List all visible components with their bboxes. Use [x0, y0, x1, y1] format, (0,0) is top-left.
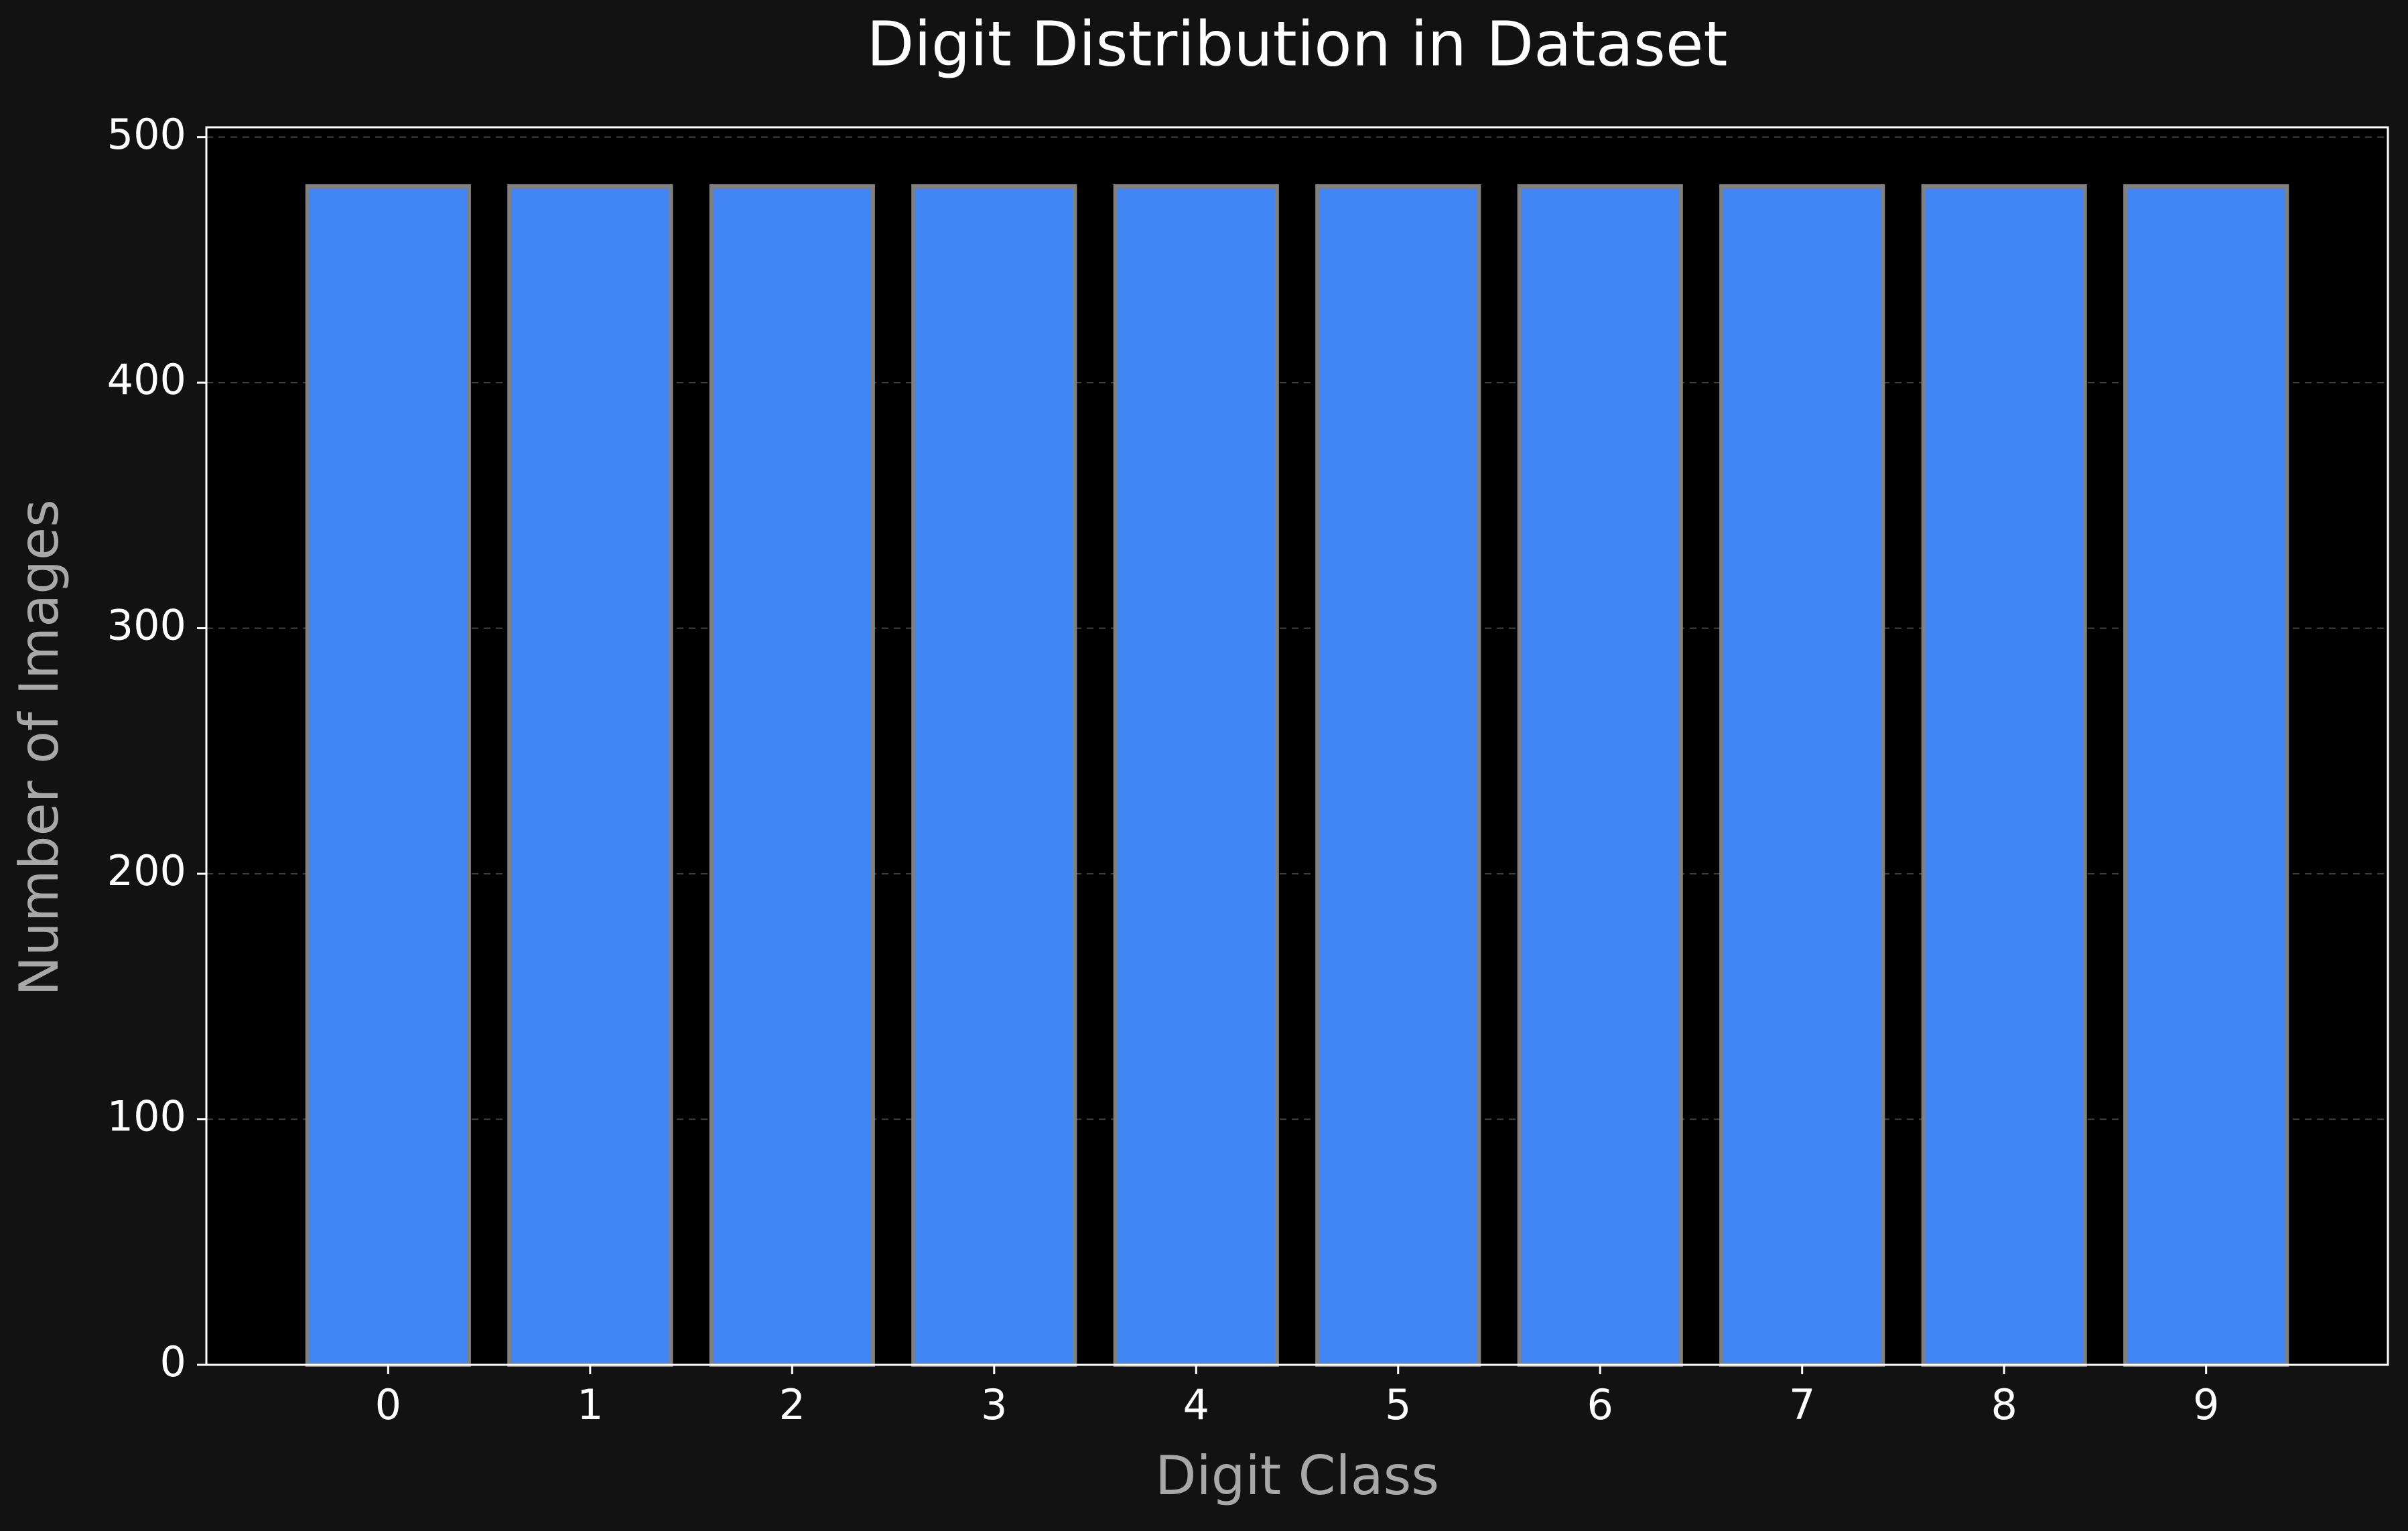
x-tick-label: 0 [375, 1380, 401, 1429]
x-axis-ticks: 0 1 2 3 4 5 6 7 8 9 [375, 1365, 2219, 1429]
y-tick-label: 100 [107, 1092, 186, 1141]
bar-digit-1 [507, 184, 673, 1367]
bar-digit-4 [1113, 184, 1279, 1367]
x-tick-label: 1 [577, 1380, 603, 1429]
x-tick-label: 3 [981, 1380, 1007, 1429]
y-axis-ticks: 0 100 200 300 400 500 [107, 110, 206, 1386]
y-tick-label: 500 [107, 110, 186, 159]
bar-digit-6 [1517, 184, 1683, 1367]
y-tick-label: 400 [107, 355, 186, 404]
y-tick-label: 300 [107, 601, 186, 650]
x-tick-label: 5 [1385, 1380, 1411, 1429]
x-tick-label: 9 [2193, 1380, 2219, 1429]
bar-digit-7 [1719, 184, 1885, 1367]
axes-frame [205, 126, 2389, 1366]
x-tick-label: 6 [1587, 1380, 1613, 1429]
bar-digit-2 [709, 184, 875, 1367]
x-axis-label: Digit Class [1155, 1445, 1439, 1507]
bar-digit-0 [305, 184, 471, 1367]
bar-digit-9 [2123, 184, 2289, 1367]
bar-digit-8 [1921, 184, 2087, 1367]
chart-title: Digit Distribution in Dataset [866, 8, 1727, 80]
bars [305, 184, 2289, 1367]
x-tick-label: 4 [1183, 1380, 1209, 1429]
x-tick-label: 8 [1991, 1380, 2017, 1429]
y-axis-label: Number of Images [8, 499, 70, 996]
bar-digit-3 [911, 184, 1077, 1367]
bar-digit-5 [1315, 184, 1481, 1367]
x-tick-label: 2 [779, 1380, 805, 1429]
x-tick-label: 7 [1789, 1380, 1815, 1429]
y-tick-label: 200 [107, 846, 186, 895]
y-tick-label: 0 [160, 1337, 186, 1386]
